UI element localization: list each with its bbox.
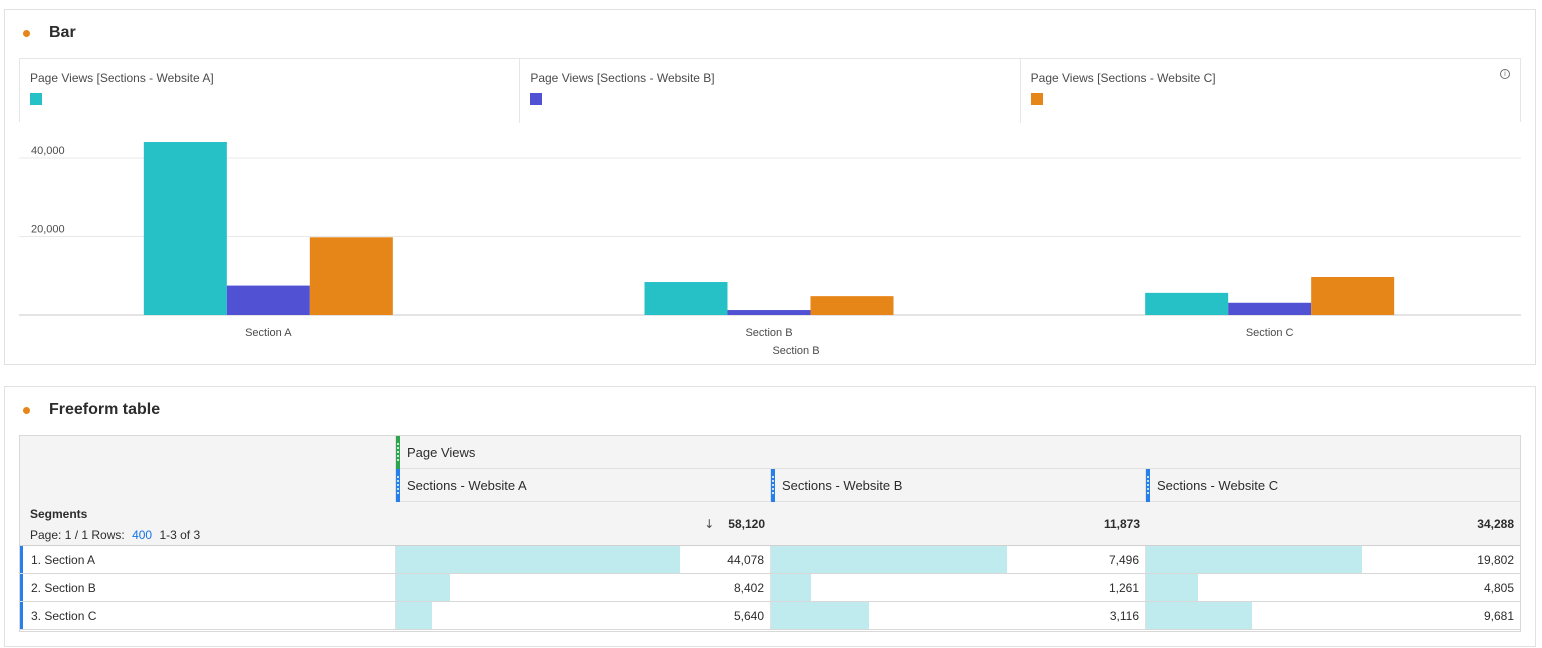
table-row[interactable]: 2. Section B 8,402 1,261 4,805 xyxy=(20,574,1520,602)
percent-bar xyxy=(396,546,680,573)
legend-item-website-b[interactable]: Page Views [Sections - Website B] xyxy=(520,59,1021,123)
segment-label: Sections - Website C xyxy=(1157,477,1279,493)
sort-descending-icon[interactable]: ↓ xyxy=(704,517,715,531)
total-cell: ↓ 58,120 xyxy=(396,502,771,546)
legend-label: Page Views [Sections - Website B] xyxy=(530,71,715,85)
dimension-label[interactable]: Segments xyxy=(30,507,88,521)
total-cell: 11,873 xyxy=(771,502,1146,546)
bar-panel: Bar Page Views [Sections - Website A] Pa… xyxy=(4,9,1536,365)
table-row[interactable]: 1. Section A 44,078 7,496 19,802 xyxy=(20,546,1520,574)
bar-chart: Page Views [Sections - Website A] Page V… xyxy=(19,58,1521,356)
y-tick-label: 40,000 xyxy=(31,145,65,157)
segment-label: Sections - Website B xyxy=(782,477,903,493)
legend-item-website-a[interactable]: Page Views [Sections - Website A] xyxy=(20,59,521,123)
bar xyxy=(1311,277,1395,315)
bar xyxy=(810,296,894,315)
total-value: 11,873 xyxy=(1103,517,1140,531)
pagination: Page: 1 / 1 Rows: 400 1-3 of 3 xyxy=(30,528,200,542)
cell-value: 4,805 xyxy=(1483,580,1514,595)
row-label[interactable]: 3. Section C xyxy=(20,602,396,629)
freeform-table-panel: Freeform table Page Views Sections - Web… xyxy=(4,386,1536,647)
cell-value: 7,496 xyxy=(1108,552,1139,567)
chart-plot: 20,000 40,000 Section A Section B Section C S… xyxy=(19,142,1521,356)
panel-title[interactable]: Bar xyxy=(49,24,76,41)
x-tick-label: Section B xyxy=(745,327,792,339)
cell-value: 3,116 xyxy=(1109,608,1139,623)
metric-column-header[interactable]: Page Views xyxy=(396,436,1520,469)
total-value: 58,120 xyxy=(728,517,765,531)
segment-column-header-website-b[interactable]: Sections - Website B xyxy=(771,469,1146,502)
x-group-label: Section B xyxy=(772,345,819,356)
percent-bar xyxy=(771,574,811,601)
percent-bar xyxy=(396,574,451,601)
table-cell: 19,802 xyxy=(1146,546,1520,573)
cell-value: 9,681 xyxy=(1483,608,1514,623)
table-cell: 44,078 xyxy=(396,546,771,573)
table-cell: 1,261 xyxy=(771,574,1146,601)
row-label[interactable]: 1. Section A xyxy=(20,546,396,573)
bar xyxy=(1228,302,1312,315)
x-tick-label: Section A xyxy=(245,327,292,339)
percent-bar xyxy=(1146,602,1252,629)
segment-label: Sections - Website A xyxy=(407,477,527,493)
drag-handle-icon[interactable] xyxy=(771,469,775,502)
table-cell: 3,116 xyxy=(771,602,1146,629)
drag-handle-icon[interactable] xyxy=(396,436,400,469)
percent-bar xyxy=(771,546,1008,573)
rows-per-page-link[interactable]: 400 xyxy=(132,528,153,542)
bar xyxy=(644,282,728,315)
cell-value: 8,402 xyxy=(733,580,764,595)
info-icon[interactable]: i xyxy=(1499,69,1510,79)
percent-bar xyxy=(396,602,433,629)
cell-value: 44,078 xyxy=(727,552,764,567)
metric-label: Page Views xyxy=(407,444,476,460)
segment-column-header-website-c[interactable]: Sections - Website C xyxy=(1146,469,1520,502)
bar xyxy=(727,310,811,315)
table-cell: 9,681 xyxy=(1146,602,1520,629)
pager-range: 1-3 of 3 xyxy=(159,528,201,542)
totals-row: Segments Page: 1 / 1 Rows: 400 1-3 of 3 … xyxy=(20,502,1520,546)
freeform-table: Page Views Sections - Website A Sections… xyxy=(19,435,1521,632)
x-tick-label: Section C xyxy=(1246,327,1294,339)
panel-title[interactable]: Freeform table xyxy=(49,401,161,418)
table-panel-header: Freeform table xyxy=(23,400,160,420)
total-cell: 34,288 xyxy=(1146,502,1520,546)
percent-bar xyxy=(771,602,870,629)
drag-handle-icon[interactable] xyxy=(396,469,400,502)
bar-panel-header: Bar xyxy=(23,23,76,43)
bar xyxy=(1145,292,1229,315)
legend-label: Page Views [Sections - Website A] xyxy=(30,71,214,85)
percent-bar xyxy=(1146,574,1199,601)
table-cell: 4,805 xyxy=(1146,574,1520,601)
table-cell: 5,640 xyxy=(396,602,771,629)
chart-legend: Page Views [Sections - Website A] Page V… xyxy=(19,58,1521,123)
percent-bar xyxy=(1146,546,1362,573)
pager-prefix: Page: 1 / 1 Rows: xyxy=(30,528,125,542)
table-cell: 8,402 xyxy=(396,574,771,601)
bar xyxy=(226,285,310,315)
table-cell: 7,496 xyxy=(771,546,1146,573)
cell-value: 19,802 xyxy=(1477,552,1514,567)
bar xyxy=(309,237,393,315)
cell-value: 5,640 xyxy=(733,608,764,623)
legend-swatch xyxy=(30,93,42,105)
table-row[interactable]: 3. Section C 5,640 3,116 9,681 xyxy=(20,602,1520,630)
legend-label: Page Views [Sections - Website C] xyxy=(1030,71,1216,85)
row-label[interactable]: 2. Section B xyxy=(20,574,396,601)
panel-status-dot xyxy=(23,29,30,37)
legend-swatch xyxy=(1030,93,1043,105)
panel-status-dot xyxy=(23,406,30,414)
bar xyxy=(143,142,227,315)
total-value: 34,288 xyxy=(1477,517,1514,531)
drag-handle-icon[interactable] xyxy=(1146,469,1150,502)
segment-column-header-website-a[interactable]: Sections - Website A xyxy=(396,469,771,502)
legend-swatch xyxy=(530,93,543,105)
cell-value: 1,261 xyxy=(1108,580,1139,595)
y-tick-label: 20,000 xyxy=(31,224,65,236)
legend-item-website-c[interactable]: Page Views [Sections - Website C] i xyxy=(1021,59,1520,123)
